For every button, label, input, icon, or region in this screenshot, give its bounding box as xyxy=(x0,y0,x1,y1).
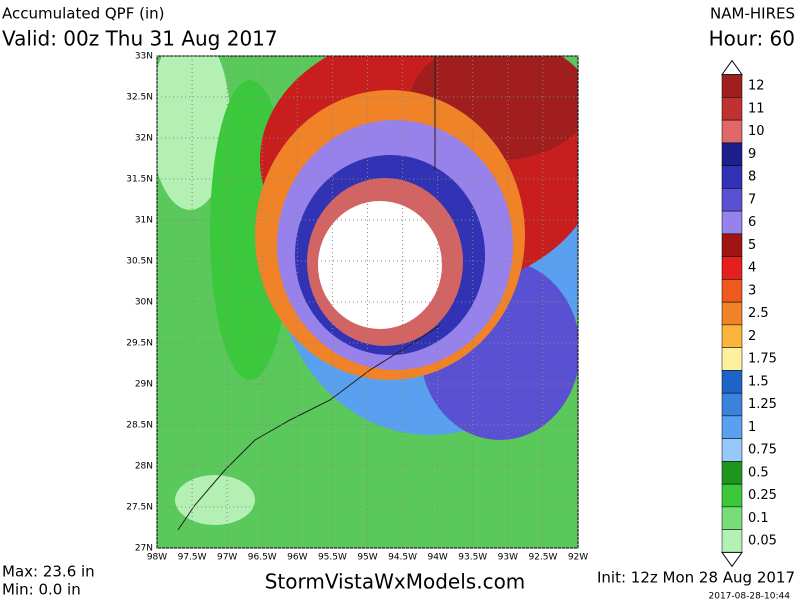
lat-label: 29N xyxy=(135,380,153,390)
field-light xyxy=(175,475,255,525)
lat-label: 32.5N xyxy=(126,93,153,103)
colorbar-label: 0.1 xyxy=(748,511,769,526)
lon-label: 93W xyxy=(498,553,518,563)
colorbar-label: 5 xyxy=(748,238,756,253)
lon-label: 96.5W xyxy=(248,553,277,563)
lon-label: 94.5W xyxy=(388,553,417,563)
colorbar-label: 0.25 xyxy=(748,488,777,503)
colorbar-label: 10 xyxy=(748,124,765,139)
lat-label: 28N xyxy=(135,462,153,472)
lat-label: 30N xyxy=(135,298,153,308)
colorbar-box xyxy=(721,165,743,189)
colorbar-box xyxy=(721,415,743,439)
lon-label: 92.5W xyxy=(528,553,557,563)
lat-label: 31N xyxy=(135,216,153,226)
field-max xyxy=(318,201,442,329)
colorbar-label: 0.75 xyxy=(748,443,777,458)
colorbar-box xyxy=(721,119,743,144)
colorbar-label: 3 xyxy=(748,283,756,298)
colorbar-box xyxy=(721,483,743,508)
colorbar-box xyxy=(721,233,743,257)
max-value: Max: 23.6 in xyxy=(2,563,95,581)
min-value: Min: 0.0 in xyxy=(2,581,81,599)
lat-label: 32N xyxy=(135,134,153,144)
colorbar-label: 2 xyxy=(748,329,756,344)
colorbar-label: 1.25 xyxy=(748,397,777,412)
coastline xyxy=(177,324,441,531)
colorbar-box xyxy=(721,301,743,326)
colorbar-box xyxy=(721,529,743,553)
colorbar-box xyxy=(721,370,743,394)
colorbar-label: 1 xyxy=(748,420,756,435)
colorbar-box xyxy=(721,256,743,280)
precip-field xyxy=(157,56,578,548)
colorbar-label: 8 xyxy=(748,170,756,185)
colorbar-box xyxy=(721,461,743,485)
field-light xyxy=(157,56,230,210)
model-name: NAM-HIRES xyxy=(710,5,795,23)
colorbar-box xyxy=(721,324,743,348)
colorbar-label: 1.75 xyxy=(748,352,777,367)
lon-label: 93.5W xyxy=(458,553,487,563)
colorbar-label: 6 xyxy=(748,215,756,230)
colorbar-box xyxy=(721,279,743,303)
lon-label: 95.5W xyxy=(318,553,347,563)
colorbar-box xyxy=(721,97,743,121)
valid-time: Valid: 00z Thu 31 Aug 2017 xyxy=(2,27,278,51)
lon-label: 96W xyxy=(287,553,307,563)
colorbar-label: 12 xyxy=(748,79,765,94)
lat-label: 27N xyxy=(135,544,153,554)
forecast-hour: Hour: 60 xyxy=(709,27,795,51)
title: Accumulated QPF (in) xyxy=(2,5,165,23)
colorbar-box xyxy=(721,438,743,462)
colorbar-arrow xyxy=(721,59,743,76)
lon-label: 98W xyxy=(147,553,167,563)
colorbar-label: 9 xyxy=(748,147,756,162)
site-name: StormVistaWxModels.com xyxy=(265,570,526,594)
lat-label: 33N xyxy=(135,52,153,62)
lon-label: 97.5W xyxy=(178,553,207,563)
colorbar-box xyxy=(721,392,743,417)
lon-label: 95W xyxy=(357,553,377,563)
colorbar-label: 7 xyxy=(748,192,756,207)
colorbar-label: 11 xyxy=(748,101,765,116)
lat-label: 29.5N xyxy=(126,339,153,349)
colorbar-arrow xyxy=(721,551,743,568)
colorbar-box xyxy=(721,506,743,530)
lon-label: 92W xyxy=(568,553,588,563)
colorbar-box xyxy=(721,74,743,98)
colorbar-label: 0.5 xyxy=(748,465,769,480)
lon-label: 97W xyxy=(217,553,237,563)
lat-label: 28.5N xyxy=(126,421,153,431)
init-time: Init: 12z Mon 28 Aug 2017 xyxy=(597,569,795,587)
colorbar-label: 4 xyxy=(748,261,756,276)
colorbar-box xyxy=(721,347,743,371)
colorbar-box xyxy=(721,188,743,212)
colorbar-label: 2.5 xyxy=(748,306,769,321)
lat-label: 27.5N xyxy=(126,503,153,513)
lon-label: 94W xyxy=(427,553,447,563)
colorbar-box xyxy=(721,210,743,235)
lat-label: 30.5N xyxy=(126,257,153,267)
lat-label: 31.5N xyxy=(126,175,153,185)
timestamp: 2017-08-28-10:44 xyxy=(709,592,791,602)
colorbar-box xyxy=(721,142,743,166)
colorbar-label: 1.5 xyxy=(748,374,769,389)
colorbar-label: 0.05 xyxy=(748,534,777,549)
